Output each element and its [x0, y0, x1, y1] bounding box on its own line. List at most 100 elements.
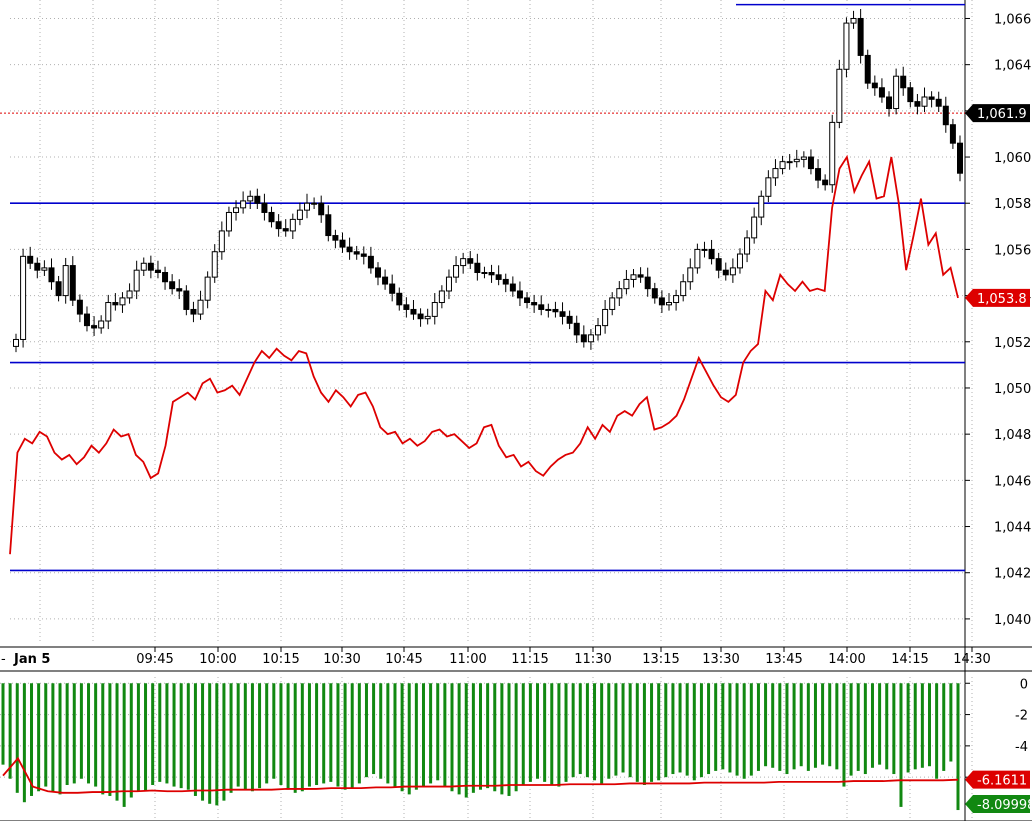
candle-down [339, 239, 346, 248]
candle-up [673, 295, 680, 304]
histogram-bar [942, 683, 946, 771]
histogram-bar [386, 683, 390, 784]
candle-up [204, 276, 211, 301]
price-tick-label: 1,064 [994, 59, 1031, 74]
candle-down [76, 299, 83, 315]
histogram-bar [208, 683, 212, 804]
histogram-bar [685, 683, 689, 776]
candle-down [559, 311, 566, 317]
candle-up [765, 177, 772, 197]
histogram-bar [315, 683, 319, 785]
candle-up [701, 248, 708, 251]
histogram-bar [550, 683, 554, 785]
candle-up [62, 265, 69, 297]
histogram-bar [885, 683, 889, 770]
histogram-bar [372, 683, 376, 775]
indicator-tick-label: 0 [1020, 677, 1028, 692]
candle-down [949, 124, 956, 144]
histogram-bar [414, 683, 418, 790]
price-tick-label: 1,042 [994, 567, 1031, 582]
histogram-bar [65, 683, 69, 785]
histogram-bar [436, 683, 440, 781]
signal-value-tag: -6.1611 [965, 770, 1030, 789]
histogram-bar [756, 683, 760, 771]
price-tick-label: 1,040 [994, 613, 1031, 628]
candle-down [410, 308, 417, 315]
candle-down [69, 265, 76, 301]
candle-up [665, 302, 672, 306]
histogram-bar [657, 683, 661, 781]
time-tick-label: 09:45 [136, 652, 173, 667]
candle-up [595, 325, 602, 336]
candle-up [225, 211, 232, 232]
candle-up [424, 315, 431, 320]
price-tick-label: 1,056 [994, 243, 1031, 258]
histogram-bar [664, 683, 668, 778]
candle-down [261, 202, 268, 213]
candle-down [190, 308, 197, 315]
candle-up [438, 290, 445, 304]
histogram-bar [479, 683, 482, 790]
candle-down [396, 292, 403, 306]
histogram-bar [806, 683, 810, 771]
histogram-bar [236, 683, 240, 787]
last-price-tag-text: 1,061.9 [977, 107, 1027, 122]
candle-down [417, 313, 424, 320]
time-tick-label: 11:30 [574, 652, 611, 667]
histogram-bar [870, 683, 874, 768]
histogram-bar [421, 683, 425, 787]
histogram-bar [735, 683, 739, 776]
histogram-bar [400, 683, 404, 792]
red-line-value-tag-text: 1,053.8 [977, 292, 1027, 307]
candle-down [531, 302, 538, 306]
histogram-bar [821, 683, 825, 765]
candle-down [552, 308, 559, 313]
histogram-bar [258, 683, 262, 789]
candle-up [751, 216, 758, 239]
candle-down [374, 267, 381, 278]
time-tick-label: 13:15 [642, 652, 679, 667]
price-tick-label: 1,052 [994, 336, 1031, 351]
price-tick-label: 1,044 [994, 521, 1031, 536]
histogram-bar [593, 683, 597, 781]
histogram-bar [863, 683, 867, 775]
candle-up [133, 269, 140, 292]
candle-down [162, 272, 169, 283]
histogram-bar [742, 683, 746, 779]
candle-up [793, 158, 800, 163]
candle-down [48, 267, 55, 283]
candle-down [147, 262, 154, 271]
candle-up [616, 288, 623, 299]
time-tick-label: 10:30 [323, 652, 360, 667]
histogram-bar [307, 683, 311, 787]
histogram-bar [856, 683, 860, 771]
candle-up [893, 75, 900, 110]
candle-down [112, 302, 119, 306]
histogram-bar [528, 683, 532, 782]
histogram-bar [350, 683, 354, 789]
candle-down [389, 283, 396, 294]
price-tick-label: 1,046 [994, 474, 1031, 489]
histogram-bar [193, 683, 197, 796]
candle-down [83, 313, 90, 327]
candle-down [524, 297, 531, 304]
candle-down [34, 262, 41, 271]
candle-down [382, 276, 389, 285]
candle-down [367, 255, 374, 269]
candle-up [119, 297, 126, 306]
histogram-bar [927, 683, 931, 767]
candle-down [282, 228, 289, 232]
histogram-bar [229, 683, 233, 793]
histogram-bar [250, 683, 254, 792]
candle-up [680, 281, 687, 297]
histogram-bar [828, 683, 832, 767]
histogram-bar [878, 683, 882, 765]
candle-up [729, 267, 736, 276]
histogram-bar [1, 683, 5, 765]
candle-down [154, 269, 161, 274]
histogram-bar [101, 683, 105, 795]
candle-down [169, 281, 176, 290]
histogram-bar [650, 683, 654, 782]
histogram-bar [585, 683, 589, 778]
